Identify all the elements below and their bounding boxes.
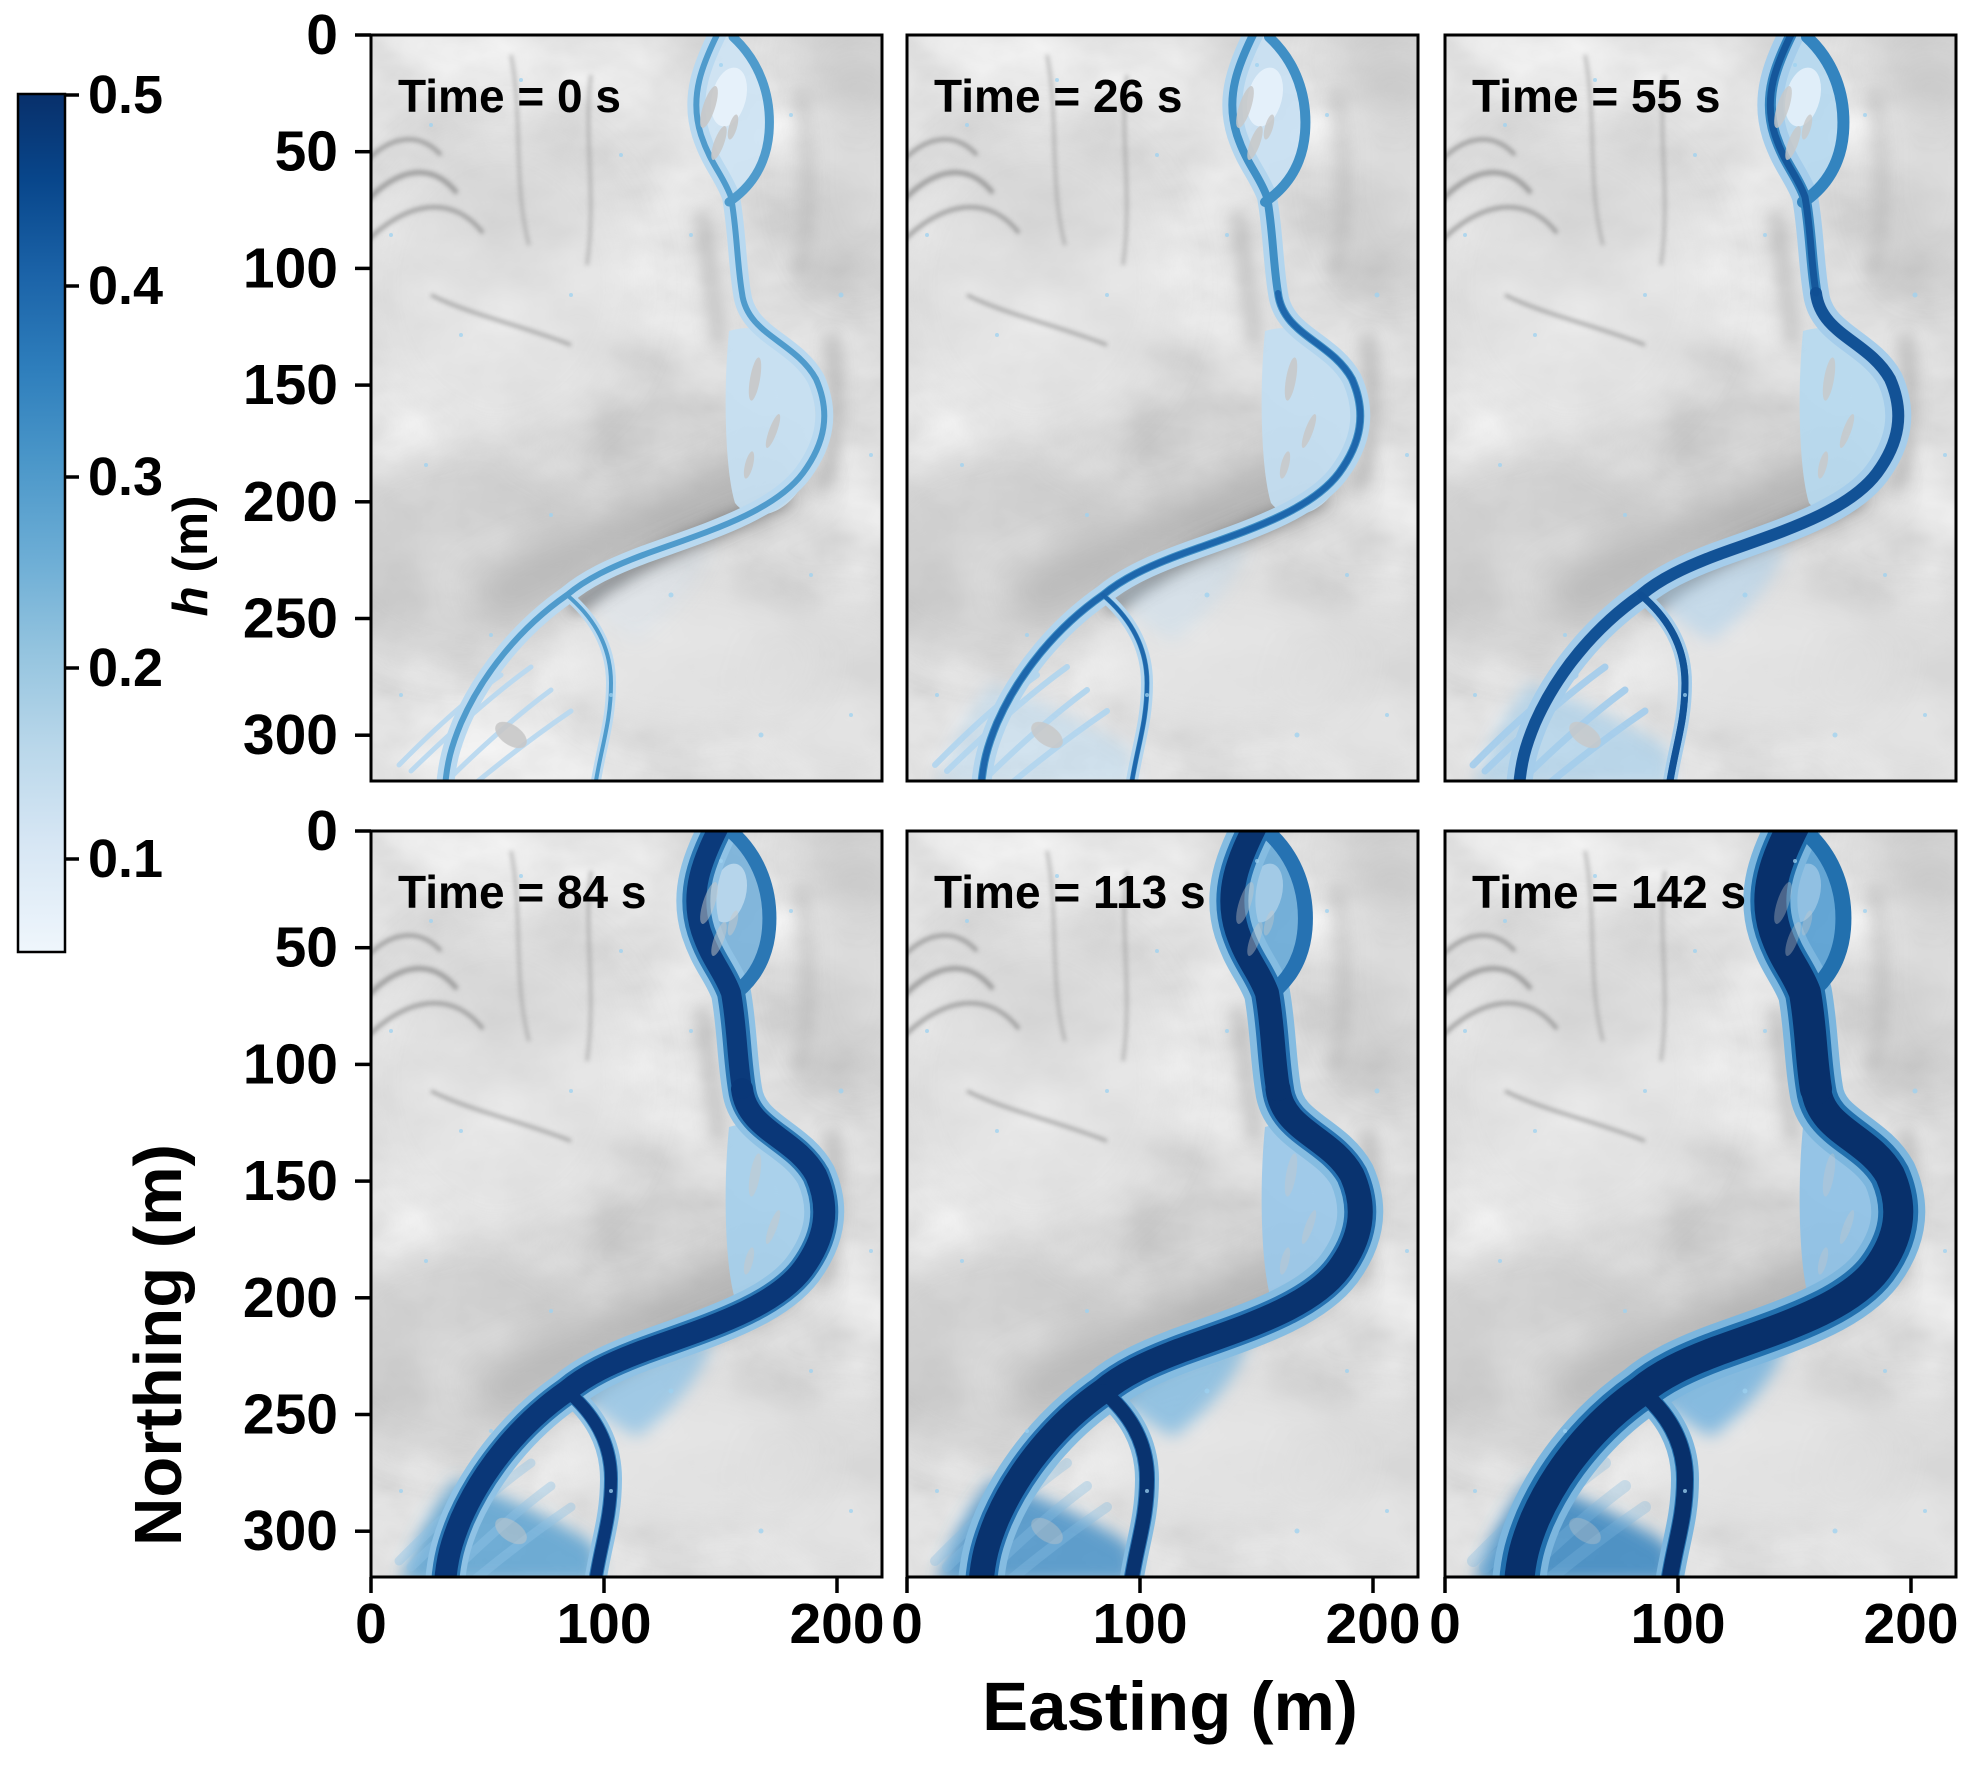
svg-text:250: 250 — [243, 587, 338, 651]
svg-text:Time = 84 s: Time = 84 s — [398, 866, 647, 918]
svg-text:0.2: 0.2 — [88, 638, 163, 698]
svg-text:0: 0 — [1429, 1592, 1461, 1656]
svg-text:100: 100 — [556, 1592, 651, 1656]
svg-text:50: 50 — [275, 916, 338, 980]
svg-text:h (m): h (m) — [163, 496, 218, 617]
svg-text:0.5: 0.5 — [88, 65, 163, 125]
svg-text:150: 150 — [243, 353, 338, 417]
svg-text:100: 100 — [243, 236, 338, 300]
svg-text:200: 200 — [789, 1592, 884, 1656]
svg-text:0: 0 — [306, 799, 338, 863]
svg-text:200: 200 — [243, 1266, 338, 1330]
svg-text:0.4: 0.4 — [88, 256, 163, 316]
svg-text:Time = 0 s: Time = 0 s — [398, 70, 621, 122]
svg-text:Northing (m): Northing (m) — [121, 1144, 196, 1546]
svg-text:100: 100 — [1092, 1592, 1187, 1656]
svg-text:200: 200 — [1863, 1592, 1958, 1656]
svg-text:200: 200 — [1325, 1592, 1420, 1656]
svg-text:0.3: 0.3 — [88, 447, 163, 507]
svg-text:0: 0 — [355, 1592, 387, 1656]
svg-text:Time = 55 s: Time = 55 s — [1472, 70, 1721, 122]
svg-text:0.1: 0.1 — [88, 829, 163, 889]
svg-text:0: 0 — [891, 1592, 923, 1656]
svg-text:0: 0 — [306, 3, 338, 67]
svg-text:150: 150 — [243, 1149, 338, 1213]
svg-text:Easting (m): Easting (m) — [982, 1668, 1358, 1745]
svg-text:300: 300 — [243, 1499, 338, 1563]
svg-text:100: 100 — [243, 1032, 338, 1096]
svg-text:100: 100 — [1630, 1592, 1725, 1656]
svg-text:50: 50 — [275, 120, 338, 184]
svg-text:200: 200 — [243, 470, 338, 534]
svg-text:250: 250 — [243, 1383, 338, 1447]
svg-text:Time = 26 s: Time = 26 s — [934, 70, 1183, 122]
svg-text:Time = 113 s: Time = 113 s — [934, 866, 1206, 918]
svg-text:Time = 142 s: Time = 142 s — [1472, 866, 1746, 918]
svg-text:300: 300 — [243, 703, 338, 767]
